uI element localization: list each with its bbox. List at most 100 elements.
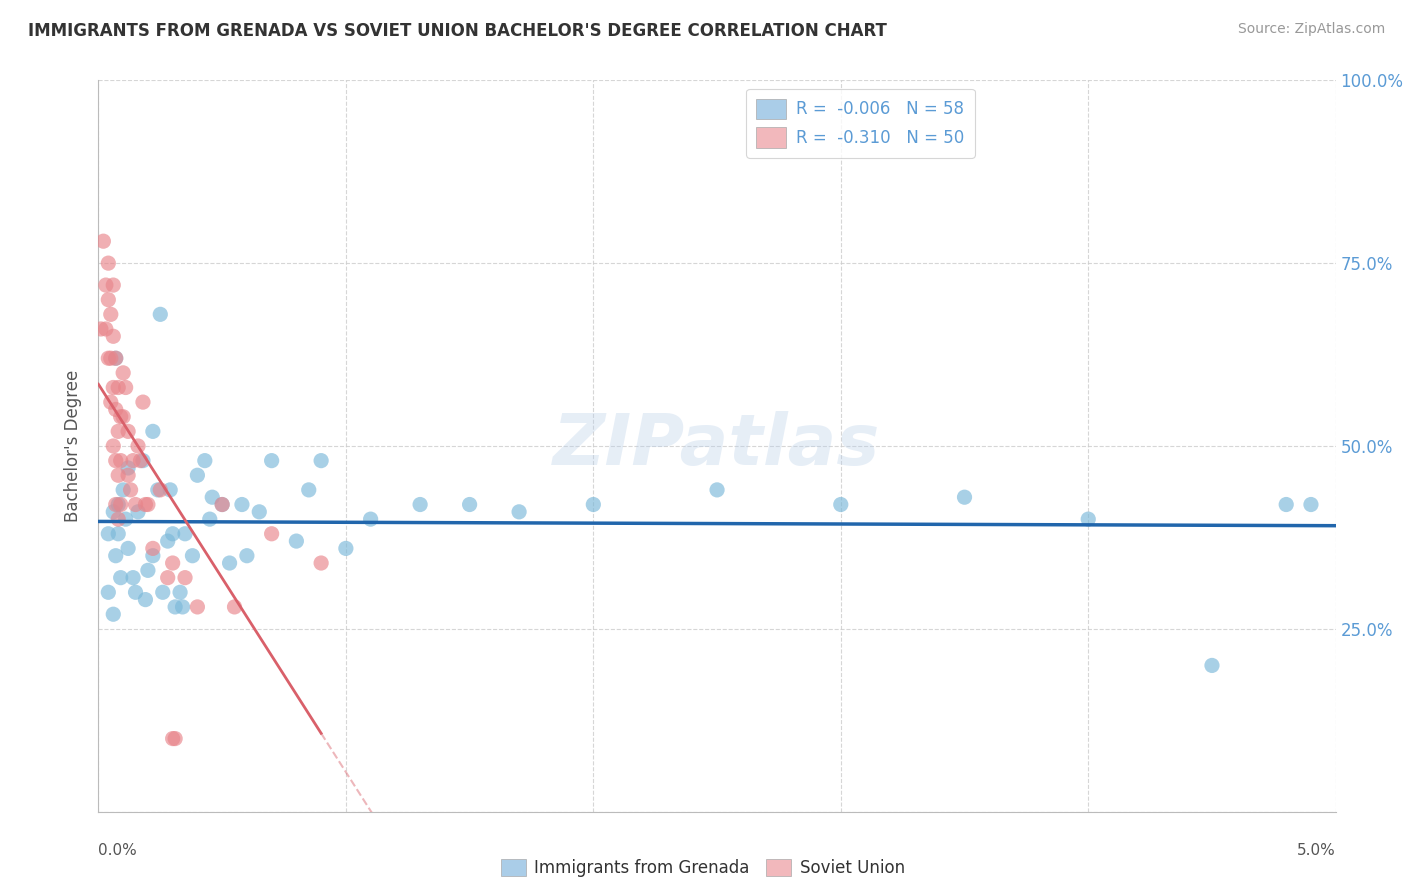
Point	[104, 402, 127, 417]
Point	[309, 556, 332, 570]
Point	[107, 526, 129, 541]
Point	[142, 549, 165, 563]
Point	[186, 599, 208, 614]
Point	[142, 425, 165, 439]
Text: Source: ZipAtlas.com: Source: ZipAtlas.com	[1237, 22, 1385, 37]
Point	[360, 512, 382, 526]
Point	[508, 505, 530, 519]
Point	[169, 585, 191, 599]
Point	[107, 468, 129, 483]
Point	[129, 453, 152, 467]
Point	[582, 498, 605, 512]
Point	[285, 534, 308, 549]
Point	[104, 453, 127, 467]
Point	[134, 498, 156, 512]
Point	[1077, 512, 1099, 526]
Point	[159, 483, 181, 497]
Point	[211, 498, 233, 512]
Point	[152, 585, 174, 599]
Point	[953, 490, 976, 504]
Point	[103, 505, 125, 519]
Point	[112, 483, 135, 497]
Point	[409, 498, 432, 512]
Point	[458, 498, 481, 512]
Point	[335, 541, 357, 556]
Point	[94, 322, 117, 336]
Point	[172, 599, 194, 614]
Point	[104, 351, 127, 366]
Point	[103, 380, 125, 394]
Point	[104, 498, 127, 512]
Point	[104, 549, 127, 563]
Point	[309, 453, 332, 467]
Point	[103, 278, 125, 293]
Point	[122, 571, 145, 585]
Point	[97, 351, 120, 366]
Point	[247, 505, 270, 519]
Point	[174, 526, 197, 541]
Point	[103, 607, 125, 622]
Text: 5.0%: 5.0%	[1296, 843, 1336, 858]
Point	[100, 351, 122, 366]
Point	[110, 453, 132, 467]
Point	[110, 571, 132, 585]
Point	[260, 526, 283, 541]
Point	[112, 366, 135, 380]
Point	[112, 409, 135, 424]
Point	[165, 599, 187, 614]
Point	[122, 453, 145, 467]
Point	[97, 526, 120, 541]
Point	[110, 498, 132, 512]
Point	[162, 731, 184, 746]
Point	[90, 322, 112, 336]
Point	[97, 585, 120, 599]
Point	[93, 234, 115, 248]
Point	[224, 599, 246, 614]
Point	[231, 498, 253, 512]
Point	[124, 585, 146, 599]
Point	[201, 490, 224, 504]
Point	[211, 498, 233, 512]
Point	[127, 505, 149, 519]
Point	[94, 278, 117, 293]
Point	[124, 498, 146, 512]
Point	[114, 512, 136, 526]
Point	[114, 380, 136, 394]
Point	[134, 592, 156, 607]
Legend: R =  -0.006   N = 58, R =  -0.310   N = 50: R = -0.006 N = 58, R = -0.310 N = 50	[747, 88, 974, 158]
Point	[120, 483, 142, 497]
Point	[107, 425, 129, 439]
Point	[107, 512, 129, 526]
Text: IMMIGRANTS FROM GRENADA VS SOVIET UNION BACHELOR'S DEGREE CORRELATION CHART: IMMIGRANTS FROM GRENADA VS SOVIET UNION …	[28, 22, 887, 40]
Point	[218, 556, 240, 570]
Point	[97, 256, 120, 270]
Point	[100, 307, 122, 321]
Point	[132, 395, 155, 409]
Point	[127, 439, 149, 453]
Point	[706, 483, 728, 497]
Point	[142, 541, 165, 556]
Point	[186, 468, 208, 483]
Point	[117, 461, 139, 475]
Point	[174, 571, 197, 585]
Text: 0.0%: 0.0%	[98, 843, 138, 858]
Point	[830, 498, 852, 512]
Point	[103, 439, 125, 453]
Point	[162, 526, 184, 541]
Point	[1275, 498, 1298, 512]
Point	[181, 549, 204, 563]
Point	[1299, 498, 1322, 512]
Point	[136, 563, 159, 577]
Point	[236, 549, 259, 563]
Point	[132, 453, 155, 467]
Text: ZIPatlas: ZIPatlas	[554, 411, 880, 481]
Point	[100, 395, 122, 409]
Point	[156, 571, 179, 585]
Point	[149, 307, 172, 321]
Y-axis label: Bachelor's Degree: Bachelor's Degree	[65, 370, 83, 522]
Legend: Immigrants from Grenada, Soviet Union: Immigrants from Grenada, Soviet Union	[495, 852, 911, 884]
Point	[117, 468, 139, 483]
Point	[117, 541, 139, 556]
Point	[103, 329, 125, 343]
Point	[110, 409, 132, 424]
